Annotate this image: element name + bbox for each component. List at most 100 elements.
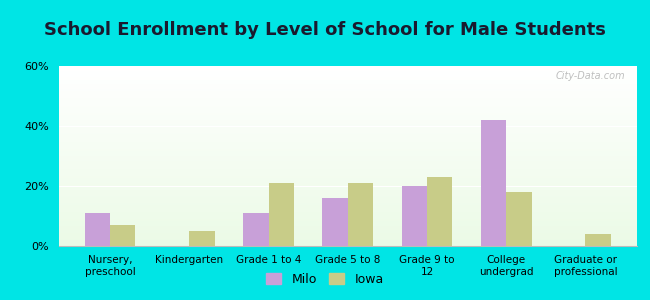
Bar [58,241,637,242]
Bar [58,212,637,214]
Bar [58,179,637,181]
Bar [58,160,637,161]
Bar [58,70,637,71]
Bar [58,95,637,97]
Bar [58,230,637,232]
Bar [58,97,637,98]
Bar [84,213,110,246]
Bar [58,115,637,116]
Bar [58,143,637,145]
Bar [58,169,637,170]
Bar [58,199,637,201]
Bar [427,177,452,246]
Bar [58,239,637,241]
Bar [58,138,637,140]
Bar [58,66,637,68]
Bar [58,82,637,84]
Bar [58,242,637,244]
Bar [506,192,532,246]
Bar [58,136,637,138]
Bar [58,93,637,95]
Bar [58,129,637,131]
Bar [348,183,373,246]
Bar [58,142,637,143]
Bar [58,116,637,118]
Bar [58,217,637,219]
Bar [58,181,637,183]
Bar [58,104,637,106]
Bar [58,98,637,100]
Bar [58,111,637,113]
Bar [58,185,637,187]
Bar [58,235,637,237]
Bar [58,223,637,224]
Bar [268,183,294,246]
Bar [586,234,611,246]
Bar [58,131,637,133]
Bar [58,88,637,89]
Bar [58,206,637,208]
Bar [58,145,637,147]
Bar [58,194,637,196]
Bar [58,68,637,70]
Bar [58,118,637,120]
Bar [58,107,637,109]
Bar [110,225,135,246]
Bar [58,224,637,226]
Bar [58,154,637,156]
Bar [58,71,637,73]
Bar [58,197,637,199]
Bar [58,79,637,80]
Bar [58,156,637,158]
Bar [58,214,637,215]
Bar [58,205,637,206]
Bar [58,113,637,115]
Bar [243,213,268,246]
Bar [58,152,637,154]
Bar [58,215,637,217]
Bar [58,187,637,188]
Bar [402,186,427,246]
Bar [58,140,637,142]
Bar [58,167,637,169]
Bar [58,210,637,212]
Bar [58,91,637,93]
Bar [481,120,506,246]
Bar [58,226,637,228]
Bar [189,231,214,246]
Bar [58,149,637,151]
Bar [58,127,637,129]
Bar [58,233,637,235]
Bar [58,183,637,185]
Bar [58,124,637,125]
Bar [58,221,637,223]
Bar [58,203,637,205]
Bar [58,100,637,102]
Bar [58,89,637,91]
Bar [58,147,637,149]
Bar [58,192,637,194]
Bar [58,80,637,82]
Bar [58,228,637,230]
Bar [58,165,637,167]
Bar [322,198,348,246]
Bar [58,109,637,111]
Legend: Milo, Iowa: Milo, Iowa [261,268,389,291]
Bar [58,120,637,122]
Bar [58,237,637,239]
Bar [58,73,637,75]
Bar [58,232,637,233]
Bar [58,163,637,165]
Bar [58,170,637,172]
Bar [58,77,637,79]
Bar [58,196,637,197]
Bar [58,151,637,152]
Bar [58,158,637,160]
Bar [58,75,637,77]
Bar [58,134,637,136]
Bar [58,244,637,246]
Text: City-Data.com: City-Data.com [556,71,625,81]
Bar [58,219,637,221]
Bar [58,122,637,124]
Bar [58,190,637,192]
